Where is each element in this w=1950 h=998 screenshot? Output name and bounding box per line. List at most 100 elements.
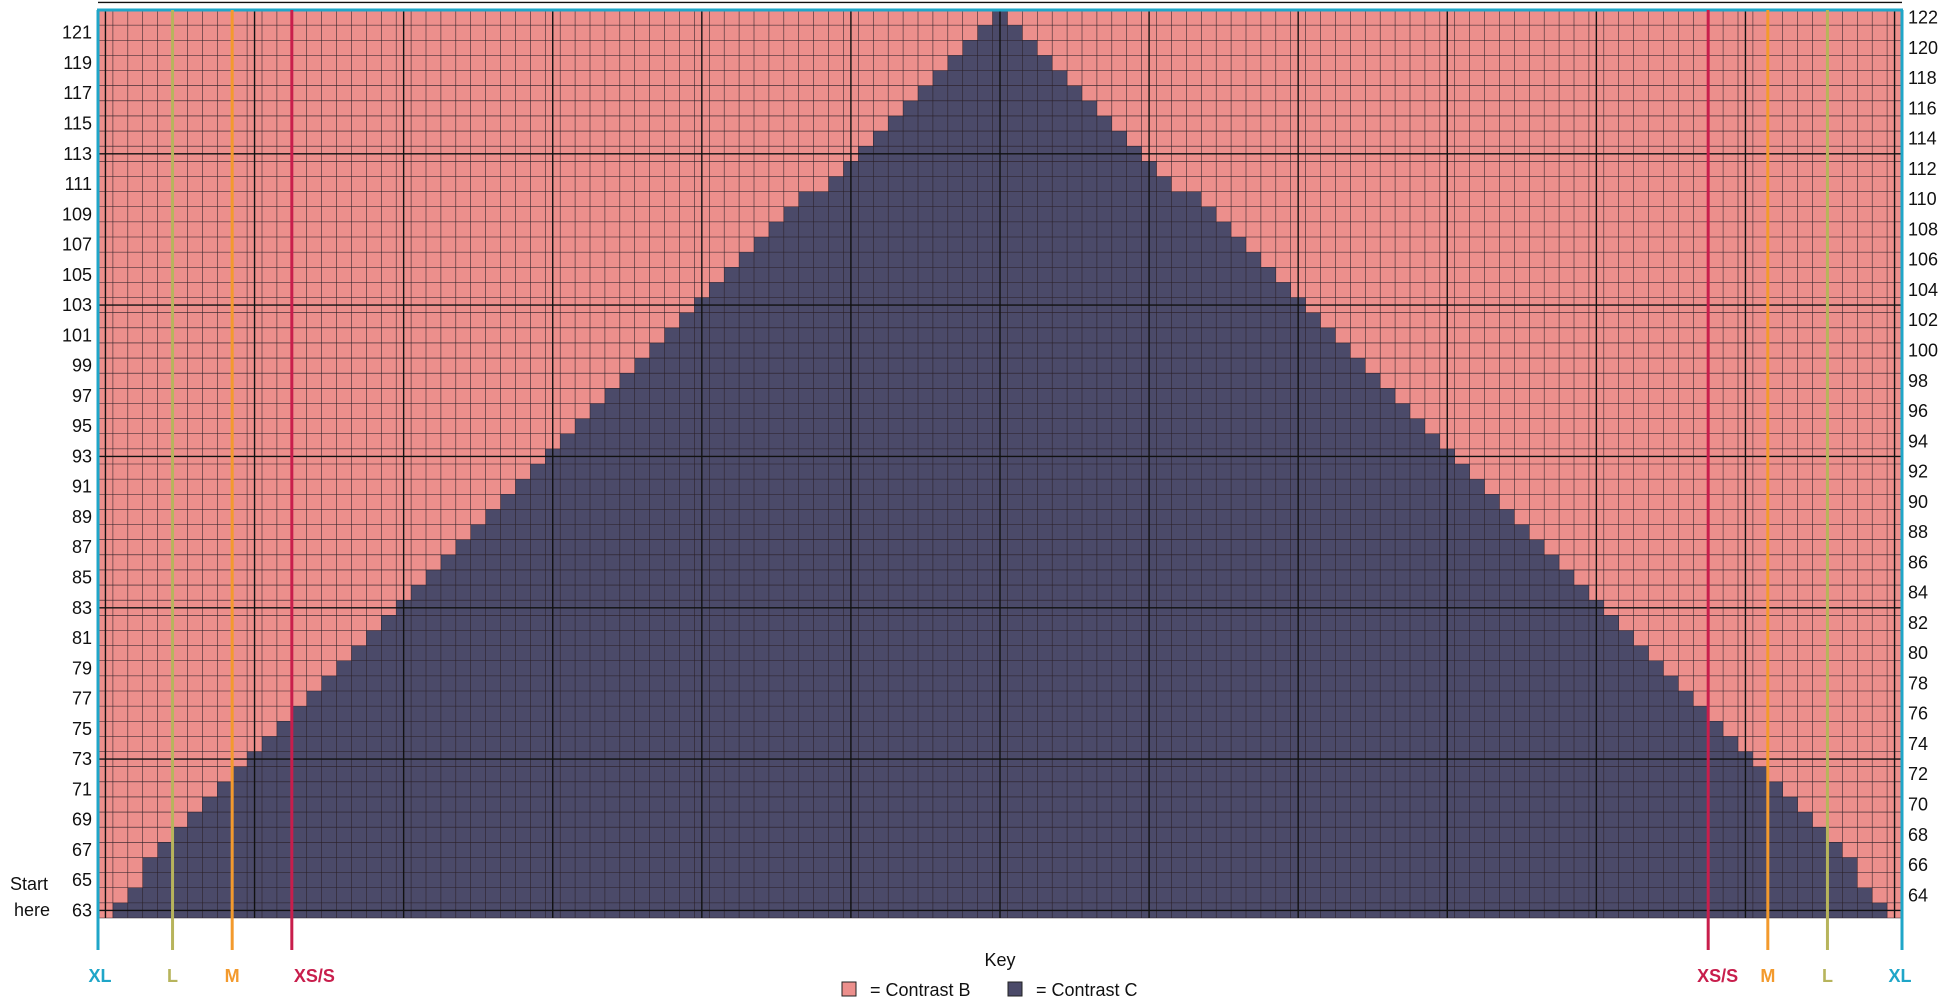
contrast-b-right-row-119 bbox=[1052, 55, 1902, 71]
key-title: Key bbox=[984, 950, 1015, 970]
contrast-b-right-row-90 bbox=[1499, 494, 1902, 510]
row-label-91: 91 bbox=[72, 477, 92, 497]
contrast-b-left-row-90 bbox=[98, 494, 501, 510]
row-label-95: 95 bbox=[72, 416, 92, 436]
row-label-80: 80 bbox=[1908, 643, 1928, 663]
contrast-b-right-row-117 bbox=[1082, 85, 1902, 101]
row-label-83: 83 bbox=[72, 598, 92, 618]
size-guide-lines bbox=[96, 10, 1904, 950]
size-labels: XS/S XS/S M M L L XL XL bbox=[88, 966, 1911, 986]
contrast-b-right-row-108 bbox=[1231, 221, 1902, 237]
contrast-b-left-row-82 bbox=[98, 615, 382, 631]
row-label-82: 82 bbox=[1908, 613, 1928, 633]
row-label-105: 105 bbox=[62, 265, 92, 285]
row-label-111: 111 bbox=[65, 174, 92, 194]
contrast-b-left-row-96 bbox=[98, 403, 590, 419]
contrast-b-right-row-100 bbox=[1350, 342, 1902, 359]
contrast-b-left-row-65 bbox=[98, 872, 143, 888]
row-label-89: 89 bbox=[72, 507, 92, 527]
contrast-b-left-row-88 bbox=[98, 524, 471, 540]
row-label-88: 88 bbox=[1908, 522, 1928, 542]
xl-label-right: XL bbox=[1888, 966, 1911, 986]
row-label-101: 101 bbox=[62, 325, 92, 345]
contrast-b-right-row-98 bbox=[1380, 373, 1902, 389]
row-label-122: 122 bbox=[1908, 8, 1938, 28]
chart-gridlines bbox=[97, 1, 1903, 919]
row-label-76: 76 bbox=[1908, 704, 1928, 724]
contrast-b-right-row-106 bbox=[1260, 252, 1902, 268]
start-label-line1: Start bbox=[10, 874, 48, 894]
row-label-114: 114 bbox=[1908, 129, 1937, 149]
row-number-labels: 63 65 67 69 71 73 75 77 79 81 83 85 87 89 91 93 95 97 99 10… bbox=[62, 8, 1938, 921]
contrast-b-left-row-72 bbox=[98, 766, 233, 782]
contrast-b-right-row-78 bbox=[1678, 675, 1902, 691]
row-label-108: 108 bbox=[1908, 219, 1938, 239]
row-label-102: 102 bbox=[1908, 310, 1938, 330]
contrast-b-left-row-66 bbox=[98, 857, 143, 873]
contrast-b-swatch bbox=[841, 981, 857, 997]
row-label-97: 97 bbox=[72, 386, 92, 406]
contrast-b-left-row-119 bbox=[98, 55, 948, 71]
row-label-116: 116 bbox=[1908, 98, 1937, 118]
row-label-115: 115 bbox=[63, 114, 92, 134]
contrast-b-left-row-110 bbox=[98, 191, 799, 207]
contrast-b-right-row-111 bbox=[1171, 176, 1902, 192]
contrast-b-left-row-115 bbox=[98, 115, 889, 132]
row-label-71: 71 bbox=[72, 779, 92, 799]
row-label-98: 98 bbox=[1908, 371, 1928, 391]
contrast-b-right-row-68 bbox=[1827, 827, 1902, 843]
contrast-b-right-row-115 bbox=[1111, 115, 1902, 132]
contrast-b-left-row-102 bbox=[98, 312, 680, 328]
contrast-b-left-row-68 bbox=[98, 827, 173, 843]
row-label-92: 92 bbox=[1908, 462, 1928, 482]
m-label-right: M bbox=[1760, 966, 1775, 986]
contrast-b-left-row-80 bbox=[98, 645, 352, 661]
row-label-118: 118 bbox=[1908, 68, 1937, 88]
row-label-85: 85 bbox=[72, 568, 92, 588]
row-label-63: 63 bbox=[72, 900, 92, 920]
contrast-b-left-row-100 bbox=[98, 342, 650, 359]
row-label-93: 93 bbox=[72, 446, 92, 466]
row-label-121: 121 bbox=[62, 23, 92, 43]
row-label-73: 73 bbox=[72, 749, 92, 769]
contrast-b-right-row-92 bbox=[1469, 464, 1902, 480]
contrast-b-left-row-86 bbox=[98, 554, 441, 570]
contrast-b-left-row-111 bbox=[98, 176, 829, 192]
row-label-96: 96 bbox=[1908, 401, 1928, 421]
contrast-b-right-row-74 bbox=[1738, 736, 1902, 752]
contrast-b-right-row-94 bbox=[1439, 433, 1902, 449]
l-label-left: L bbox=[167, 966, 178, 986]
row-label-110: 110 bbox=[1908, 189, 1937, 209]
row-label-75: 75 bbox=[72, 719, 92, 739]
contrast-b-right-row-70 bbox=[1797, 796, 1902, 813]
contrast-c-label: = Contrast C bbox=[1036, 980, 1138, 998]
contrast-b-left-row-117 bbox=[98, 85, 918, 101]
row-label-68: 68 bbox=[1908, 825, 1928, 845]
row-label-72: 72 bbox=[1908, 764, 1928, 784]
row-label-100: 100 bbox=[1908, 341, 1938, 361]
row-label-69: 69 bbox=[72, 810, 92, 830]
contrast-b-right-row-96 bbox=[1410, 403, 1902, 419]
contrast-b-right-row-88 bbox=[1529, 524, 1902, 540]
contrast-b-right-row-82 bbox=[1618, 615, 1902, 631]
contrast-b-right-row-86 bbox=[1559, 554, 1902, 570]
row-label-107: 107 bbox=[62, 235, 92, 255]
xs-s-label-left: XS/S bbox=[294, 966, 335, 986]
contrast-b-right-row-80 bbox=[1648, 645, 1902, 661]
row-label-65: 65 bbox=[72, 870, 92, 890]
gridlines-bold-horizontal bbox=[98, 1, 1902, 912]
row-label-112: 112 bbox=[1908, 159, 1937, 179]
row-label-106: 106 bbox=[1908, 250, 1938, 270]
start-label-line2: here bbox=[14, 900, 50, 920]
row-label-66: 66 bbox=[1908, 855, 1928, 875]
xl-label-left: XL bbox=[88, 966, 111, 986]
m-label-left: M bbox=[225, 966, 240, 986]
contrast-b-label: = Contrast B bbox=[870, 980, 971, 998]
row-label-90: 90 bbox=[1908, 492, 1928, 512]
row-label-79: 79 bbox=[72, 658, 92, 678]
contrast-b-left-row-106 bbox=[98, 252, 740, 268]
row-label-109: 109 bbox=[62, 204, 92, 224]
row-label-84: 84 bbox=[1908, 583, 1928, 603]
contrast-b-left-row-98 bbox=[98, 373, 620, 389]
